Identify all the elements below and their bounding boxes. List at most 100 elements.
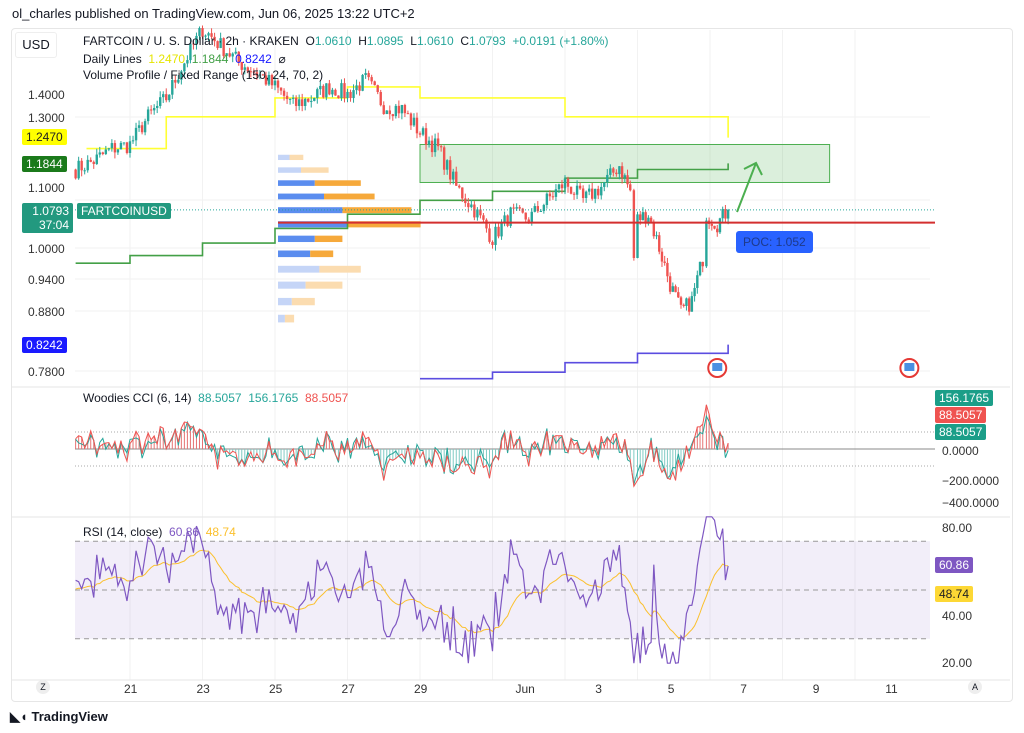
projection-arrow bbox=[736, 161, 763, 213]
poc-label[interactable]: POC: 1.052 bbox=[736, 231, 813, 253]
candle-body bbox=[80, 160, 83, 171]
candle-body bbox=[545, 193, 549, 206]
candle-body bbox=[600, 186, 603, 196]
candle-body bbox=[388, 110, 391, 115]
candle-body bbox=[264, 75, 268, 85]
candle-body bbox=[140, 125, 144, 133]
candle-body bbox=[649, 217, 653, 222]
candle-body bbox=[721, 209, 724, 219]
cci-turbo-tag: 156.1765 bbox=[935, 390, 994, 406]
candle-body bbox=[267, 74, 271, 85]
high-value: 1.0895 bbox=[366, 34, 404, 48]
candle-body bbox=[527, 219, 530, 224]
open-value: 1.0610 bbox=[314, 34, 352, 48]
candle-body bbox=[252, 71, 256, 73]
volume-profile-legend[interactable]: Volume Profile / Fixed Range (150, 24, 7… bbox=[83, 68, 324, 82]
daily-lines-legend[interactable]: Daily Lines 1.2470 1.1844 0.8242 ⌀ bbox=[83, 52, 286, 66]
volume-profile-up-bar bbox=[278, 281, 306, 289]
candle-body bbox=[464, 198, 467, 204]
volume-profile-up-bar bbox=[278, 207, 343, 214]
candle-body bbox=[458, 185, 461, 188]
candle-body bbox=[107, 148, 111, 150]
candle-body bbox=[198, 28, 201, 36]
candle-body bbox=[155, 105, 159, 108]
candle-body bbox=[705, 220, 708, 267]
candle-body bbox=[597, 188, 600, 196]
candle-body bbox=[328, 83, 331, 95]
candle-body bbox=[726, 209, 730, 219]
price-tick: 1.3000 bbox=[28, 111, 65, 125]
candle-body bbox=[679, 297, 683, 305]
us-flag-event-icon bbox=[712, 363, 723, 371]
candle-body bbox=[346, 91, 349, 99]
candle-body bbox=[297, 99, 301, 106]
candle-body bbox=[246, 67, 250, 72]
candle-body bbox=[89, 159, 92, 162]
candle-body bbox=[690, 296, 694, 312]
symbol-title[interactable]: FARTCOIN / U. S. Dollar · 2h · KRAKEN bbox=[83, 34, 299, 48]
auto-scale-button[interactable]: A bbox=[968, 680, 982, 694]
candle-body bbox=[177, 79, 180, 83]
candle-body bbox=[219, 38, 222, 49]
candle-body bbox=[587, 188, 591, 192]
candle-body bbox=[476, 209, 479, 218]
volume-profile-up-bar bbox=[278, 193, 324, 200]
low-label: L bbox=[410, 34, 417, 48]
volume-profile-down-bar bbox=[289, 154, 304, 161]
candle-body bbox=[337, 95, 340, 99]
candle-body bbox=[409, 113, 413, 126]
candle-body bbox=[623, 175, 627, 178]
candle-body bbox=[379, 92, 382, 106]
candle-body bbox=[349, 91, 352, 99]
daily-line-yellow bbox=[86, 86, 729, 150]
candle-body bbox=[137, 125, 141, 128]
candle-body bbox=[668, 276, 672, 292]
price-tick: 0.9400 bbox=[28, 273, 65, 287]
volume-profile-down-bar bbox=[324, 193, 375, 200]
time-tick: 11 bbox=[885, 682, 898, 696]
currency-button[interactable]: USD bbox=[15, 32, 57, 58]
tradingview-logo[interactable]: ◣◖ TradingView bbox=[10, 709, 108, 725]
last-price: 1.0793 bbox=[32, 204, 69, 218]
candle-body bbox=[412, 117, 416, 126]
rsi-legend[interactable]: RSI (14, close) 60.86 48.74 bbox=[83, 525, 236, 539]
candle-body bbox=[500, 222, 503, 237]
daily-line-blue bbox=[420, 344, 729, 380]
candle-body bbox=[183, 63, 186, 72]
candle-body bbox=[685, 298, 688, 306]
candle-body bbox=[439, 146, 443, 148]
candle-body bbox=[716, 228, 719, 233]
candle-body bbox=[304, 98, 307, 107]
time-tick: 21 bbox=[124, 682, 138, 696]
volume-profile-down-bar bbox=[314, 180, 361, 186]
cci-title: Woodies CCI (6, 14) bbox=[83, 391, 192, 405]
candle-body bbox=[316, 89, 319, 98]
daily-lines-title: Daily Lines bbox=[83, 52, 142, 66]
candle-body bbox=[403, 104, 407, 114]
candle-body bbox=[485, 219, 488, 229]
candle-body bbox=[122, 142, 126, 144]
candle-body bbox=[536, 206, 540, 212]
us-flag-event-icon bbox=[904, 363, 915, 371]
candle-body bbox=[584, 191, 588, 199]
candle-body bbox=[515, 207, 518, 209]
candle-body bbox=[701, 261, 704, 267]
volume-profile-up-bar bbox=[278, 221, 347, 228]
volume-profile-down-bar bbox=[291, 297, 315, 306]
candle-body bbox=[116, 149, 120, 153]
cci-legend[interactable]: Woodies CCI (6, 14) 88.5057 156.1765 88.… bbox=[83, 391, 348, 405]
hidden-icon[interactable]: ⌀ bbox=[278, 52, 286, 66]
candle-body bbox=[521, 208, 524, 213]
cci-line bbox=[75, 404, 729, 488]
candle-body bbox=[313, 97, 316, 101]
cci-tick: −200.0000 bbox=[942, 474, 1000, 488]
candle-body bbox=[168, 94, 171, 101]
candle-body bbox=[548, 193, 552, 197]
zoom-z-button[interactable]: Z bbox=[36, 680, 50, 694]
volume-profile-down-bar bbox=[284, 314, 295, 323]
symbol-legend: FARTCOIN / U. S. Dollar · 2h · KRAKEN O1… bbox=[83, 34, 608, 48]
high-label: H bbox=[358, 34, 367, 48]
candle-body bbox=[581, 188, 585, 199]
candle-body bbox=[445, 160, 449, 170]
